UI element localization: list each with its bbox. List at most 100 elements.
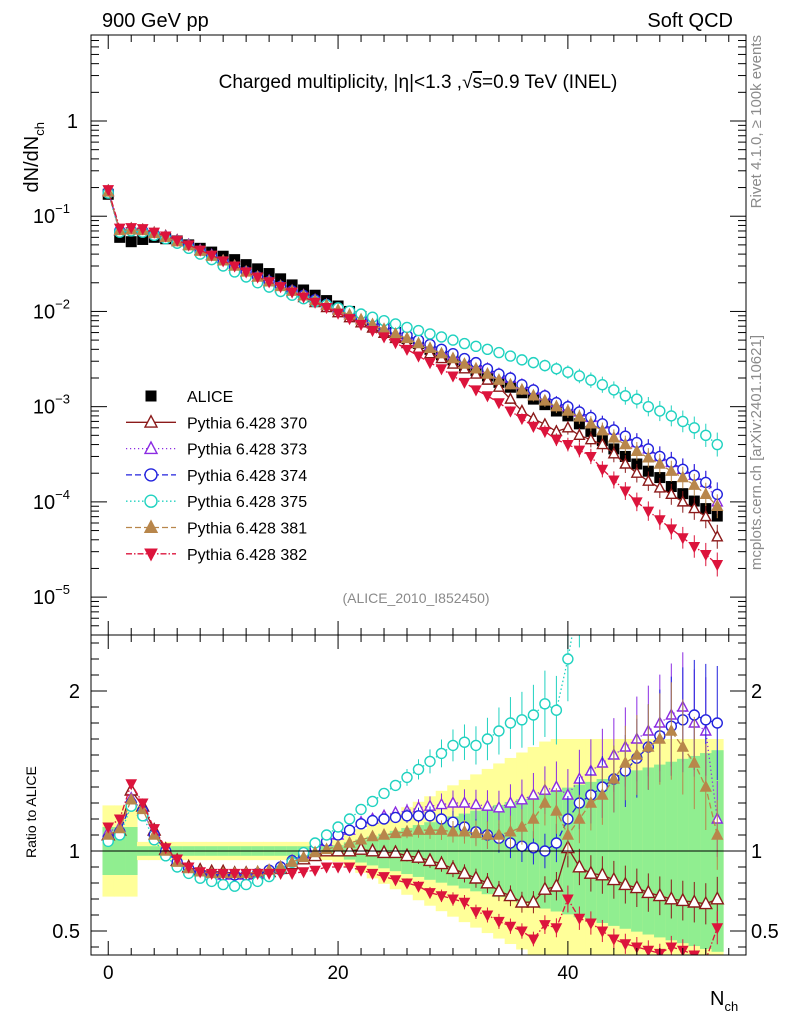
data-point — [143, 440, 159, 455]
main-panel-series — [102, 183, 724, 577]
data-point — [102, 822, 115, 834]
data-point — [159, 843, 172, 855]
ratio-tick-label: 0.5 — [52, 921, 80, 943]
data-point — [642, 474, 655, 486]
data-point — [389, 826, 402, 839]
data-point — [446, 824, 460, 837]
ratio-axis-label: Ratio to ALICE — [23, 766, 39, 858]
data-point — [447, 894, 459, 906]
data-point — [584, 795, 598, 808]
data-point — [583, 865, 599, 879]
data-point — [676, 533, 689, 545]
axes: 0 20 40 10−5 10−4 10−3 10−2 10−1 1 0.5 0.5 1 1 2 2 — [33, 34, 779, 984]
data-point — [527, 842, 540, 854]
data-point — [606, 871, 622, 886]
data-point — [422, 852, 438, 867]
data-point — [228, 261, 241, 273]
data-point — [366, 868, 379, 880]
data-point — [665, 487, 678, 500]
data-point — [573, 445, 586, 457]
data-point — [596, 437, 609, 450]
data-point — [561, 404, 575, 416]
data-point — [332, 821, 344, 833]
data-point — [607, 430, 621, 443]
x-axis-label: Nch — [710, 988, 738, 1014]
data-point — [320, 829, 333, 841]
data-point — [527, 421, 540, 434]
y-tick-label: 10−5 — [33, 582, 70, 609]
data-point — [412, 351, 425, 363]
data-point — [607, 771, 621, 784]
data-point — [308, 845, 322, 858]
data-point — [389, 779, 402, 792]
data-point — [469, 361, 483, 374]
data-point — [572, 858, 587, 873]
data-point — [481, 733, 494, 745]
data-point — [492, 827, 506, 840]
data-point — [573, 370, 586, 382]
data-point — [642, 465, 654, 477]
data-point — [631, 942, 643, 954]
data-point — [389, 338, 402, 350]
data-point — [332, 308, 344, 320]
data-point — [537, 881, 553, 895]
data-point — [435, 364, 448, 376]
data-point — [113, 814, 126, 826]
data-point — [332, 862, 344, 874]
data-point — [274, 282, 287, 294]
legend-label: Pythia 6.428 374 — [187, 468, 307, 485]
legend-label: Pythia 6.428 382 — [187, 547, 307, 564]
data-point — [642, 400, 655, 413]
data-point — [240, 878, 252, 891]
data-point — [458, 897, 471, 909]
data-point — [654, 472, 666, 484]
data-point — [665, 723, 678, 736]
data-point — [515, 792, 529, 805]
mcplots-label: mcplots.cern.ch [arXiv:2401.10621] — [748, 335, 765, 570]
data-point — [144, 548, 158, 562]
data-point — [424, 888, 436, 900]
data-point — [630, 444, 643, 456]
data-point — [400, 824, 414, 837]
data-point — [355, 865, 367, 877]
analysis-id: (ALICE_2010_I852450) — [342, 590, 489, 606]
data-point — [504, 377, 517, 390]
ratio-panel-series — [101, 635, 725, 955]
data-point — [240, 868, 252, 880]
data-point — [144, 468, 158, 482]
legend-entry: Pythia 6.428 381 — [126, 519, 307, 538]
data-point — [584, 432, 598, 445]
data-point — [447, 371, 459, 383]
data-point — [194, 245, 206, 257]
data-point — [376, 844, 392, 859]
data-point — [493, 725, 505, 737]
data-point — [550, 837, 563, 849]
data-point — [343, 862, 356, 874]
data-point — [411, 849, 426, 863]
data-point — [102, 827, 115, 840]
data-point — [355, 803, 367, 816]
data-point — [596, 379, 609, 391]
legend-entry: ALICE — [145, 389, 233, 406]
data-point — [446, 795, 460, 808]
data-point — [205, 868, 218, 880]
data-point — [320, 302, 333, 315]
data-point — [561, 420, 575, 433]
data-point — [113, 821, 126, 834]
data-point — [401, 344, 413, 356]
data-point — [447, 334, 459, 346]
data-point — [228, 868, 241, 880]
ratio-series-pythia-6-428-375 — [102, 635, 580, 892]
data-point — [504, 350, 517, 362]
data-point — [585, 451, 597, 464]
data-point — [275, 273, 287, 285]
data-point — [515, 819, 529, 832]
data-point — [143, 519, 159, 533]
data-point — [424, 755, 436, 768]
data-point — [342, 842, 357, 857]
data-point — [251, 868, 264, 880]
data-point — [562, 366, 574, 378]
data-point — [688, 541, 701, 554]
data-point — [504, 921, 517, 933]
